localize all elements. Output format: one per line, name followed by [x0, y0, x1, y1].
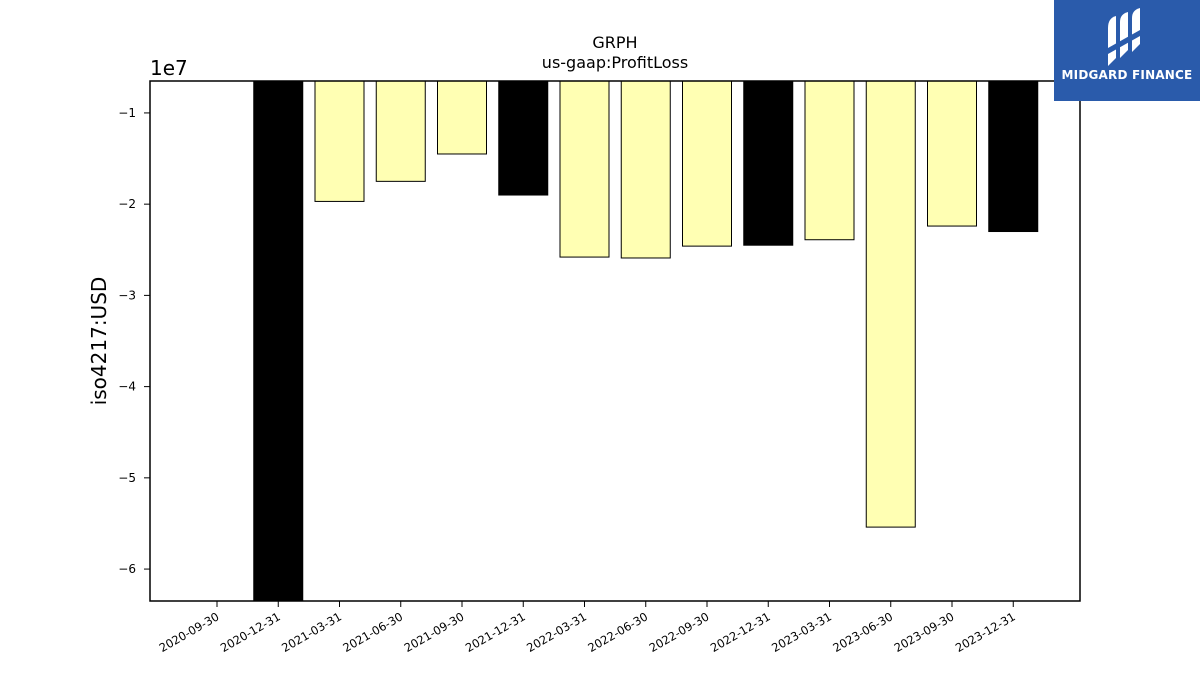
bar-2023-12-31 [988, 80, 1039, 233]
y-tick-label: −6 [118, 562, 136, 576]
y-axis-label: iso4217:USD [87, 277, 111, 406]
x-tick-label: 2021-06-30 [340, 609, 405, 655]
midgard-m-icon [1108, 8, 1140, 66]
bar-2020-12-31 [253, 80, 304, 602]
x-tick-label: 2022-12-31 [708, 609, 773, 655]
bar-2023-03-31 [804, 80, 855, 241]
x-tick-label: 2020-12-31 [218, 609, 283, 655]
y-tick-label: −1 [118, 106, 136, 120]
y-tick-label: −5 [118, 471, 136, 485]
x-tick-label: 2023-09-30 [892, 609, 957, 655]
bar-2021-09-30 [437, 80, 487, 155]
x-tick-label: 2023-06-30 [830, 609, 895, 655]
bar-2022-03-31 [559, 80, 610, 258]
logo-text: MIDGARD FINANCE [1061, 68, 1193, 82]
y-tick-label: −3 [118, 288, 136, 302]
x-axis: 2020-09-302020-12-312021-03-312021-06-30… [157, 601, 1018, 655]
x-tick-label: 2022-09-30 [647, 609, 712, 655]
bar-2022-06-30 [620, 80, 671, 259]
bar-2022-12-31 [743, 80, 794, 246]
y-offset-label: 1e7 [150, 56, 188, 80]
midgard-finance-logo: MIDGARD FINANCE [1054, 0, 1200, 101]
x-tick-label: 2021-09-30 [402, 609, 467, 655]
bar-2023-09-30 [927, 80, 977, 227]
x-tick-label: 2022-06-30 [585, 609, 650, 655]
bar-2022-09-30 [682, 80, 732, 247]
plot-frame [149, 80, 1081, 602]
x-tick-label: 2021-12-31 [463, 609, 528, 655]
x-tick-label: 2020-09-30 [157, 609, 222, 655]
bar-2023-06-30 [865, 80, 916, 528]
x-tick-label: 2023-03-31 [769, 609, 834, 655]
chart-title: GRPH [592, 33, 637, 52]
y-tick-label: −2 [118, 197, 136, 211]
bar-2021-06-30 [375, 80, 426, 182]
bar-2021-12-31 [498, 80, 549, 196]
y-tick-label: −4 [118, 380, 136, 394]
y-axis: −1 −2 −3 −4 −5 −6 [118, 106, 150, 576]
x-tick-label: 2022-03-31 [524, 609, 589, 655]
x-tick-label: 2021-03-31 [279, 609, 344, 655]
chart-subtitle: us-gaap:ProfitLoss [542, 53, 688, 72]
x-tick-label: 2023-12-31 [953, 609, 1018, 655]
bar-2021-03-31 [314, 80, 365, 202]
bars-layer [253, 80, 1039, 602]
